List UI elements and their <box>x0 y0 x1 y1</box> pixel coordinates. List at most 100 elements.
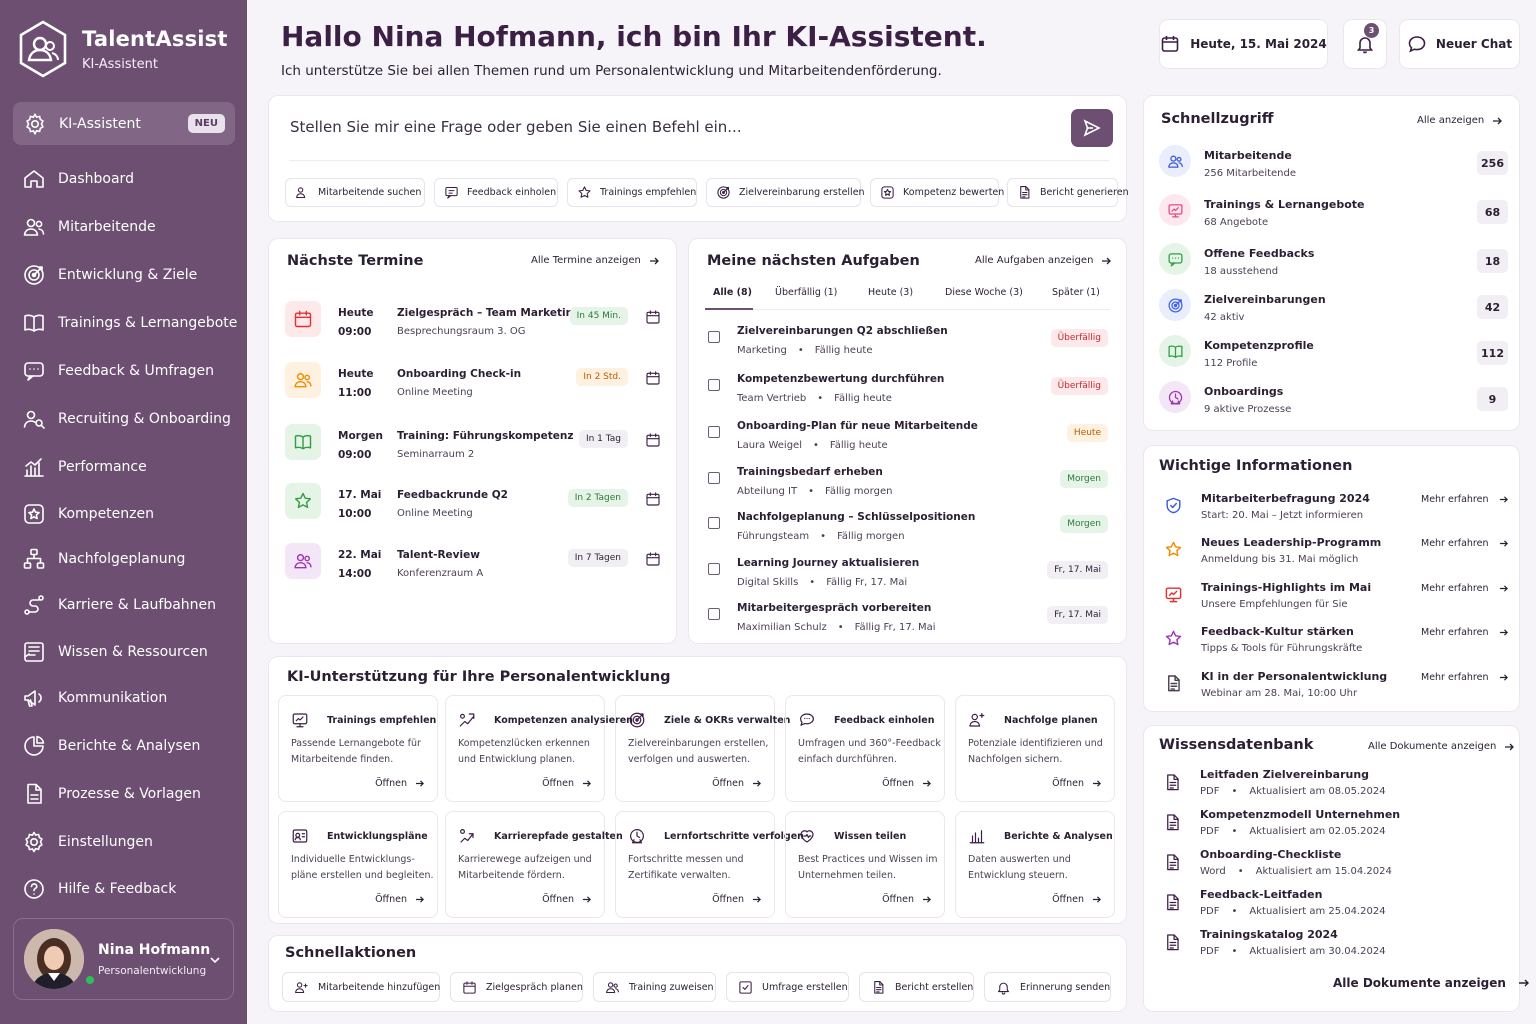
sidebar-item-prozesse-vorlagen[interactable]: Prozesse & Vorlagen <box>22 781 201 807</box>
info-title[interactable]: Feedback-Kultur stärken <box>1201 625 1354 638</box>
task-checkbox[interactable] <box>708 472 720 484</box>
quick-action-button[interactable]: Erinnerung senden <box>984 972 1111 1002</box>
aufgaben-link[interactable]: Alle Aufgaben anzeigen <box>975 255 1112 266</box>
task-title[interactable]: Nachfolgeplanung – Schlüsselpositionen <box>737 511 976 523</box>
open-link[interactable]: Öffnen <box>375 894 425 905</box>
shortcut-title[interactable]: Kompetenzprofile <box>1204 339 1314 352</box>
add-to-calendar-button[interactable] <box>645 309 661 329</box>
open-link[interactable]: Öffnen <box>1052 778 1102 789</box>
sidebar-item-ki-assistent[interactable]: KI-Assistent NEU <box>13 102 235 145</box>
suggestion-chip[interactable]: Kompetenz bewerten <box>870 178 1004 207</box>
info-more-link[interactable]: Mehr erfahren <box>1421 494 1517 505</box>
shortcut-title[interactable]: Zielvereinbarungen <box>1204 293 1326 306</box>
chevron-down-icon[interactable] <box>209 955 221 965</box>
info-title[interactable]: Neues Leadership-Programm <box>1201 536 1382 549</box>
event-title[interactable]: Training: Führungskompetenz <box>397 430 574 442</box>
task-title[interactable]: Trainingsbedarf erheben <box>737 466 883 478</box>
user-profile[interactable]: Nina Hofmann Personalentwicklung <box>13 918 234 1000</box>
wissen-link[interactable]: Alle Dokumente anzeigen <box>1368 741 1515 752</box>
brand[interactable]: TalentAssist KI-Assistent <box>18 20 228 78</box>
open-link[interactable]: Öffnen <box>375 778 425 789</box>
ki-feature-card[interactable]: Lernfortschritte verfolgen Fortschritte m… <box>615 811 804 918</box>
task-checkbox[interactable] <box>708 379 720 391</box>
event-title[interactable]: Zielgespräch – Team Marketing <box>397 307 581 319</box>
info-title[interactable]: Mitarbeiterbefragung 2024 <box>1201 492 1370 505</box>
shortcut-title[interactable]: Trainings & Lernangebote <box>1204 198 1365 211</box>
sidebar-item-entwicklung-ziele[interactable]: Entwicklung & Ziele <box>22 262 197 288</box>
send-button[interactable] <box>1071 109 1113 147</box>
ki-feature-card[interactable]: Wissen teilen Best Practices und Wissen i… <box>785 811 945 918</box>
sidebar-item-einstellungen[interactable]: Einstellungen <box>22 829 153 855</box>
termine-link[interactable]: Alle Termine anzeigen <box>531 255 660 266</box>
open-link[interactable]: Öffnen <box>1052 894 1102 905</box>
event-title[interactable]: Feedbackrunde Q2 <box>397 489 508 501</box>
quick-action-button[interactable]: Zielgespräch planen <box>450 972 583 1002</box>
add-to-calendar-button[interactable] <box>645 432 661 452</box>
sidebar-item-karriere-laufbahnen[interactable]: Karriere & Laufbahnen <box>22 592 216 618</box>
info-title[interactable]: Trainings-Highlights im Mai <box>1201 581 1372 594</box>
open-link[interactable]: Öffnen <box>712 778 762 789</box>
task-title[interactable]: Learning Journey aktualisieren <box>737 557 920 569</box>
tab-0[interactable]: Alle (8) <box>713 287 752 298</box>
info-more-link[interactable]: Mehr erfahren <box>1421 538 1517 549</box>
notifications-button[interactable]: 3 <box>1343 19 1387 69</box>
date-button[interactable]: Heute, 15. Mai 2024 <box>1159 19 1328 69</box>
suggestion-chip[interactable]: Trainings empfehlen <box>567 178 697 207</box>
new-chat-button[interactable]: Neuer Chat <box>1399 19 1520 69</box>
sidebar-item-hilfe-feedback[interactable]: Hilfe & Feedback <box>22 876 176 902</box>
add-to-calendar-button[interactable] <box>645 370 661 390</box>
document-title[interactable]: Trainingskatalog 2024 <box>1200 928 1338 941</box>
document-title[interactable]: Leitfaden Zielvereinbarung <box>1200 768 1370 781</box>
task-checkbox[interactable] <box>708 331 720 343</box>
ki-feature-card[interactable]: Berichte & Analysen Daten auswerten und E… <box>955 811 1115 918</box>
document-title[interactable]: Feedback-Leitfaden <box>1200 888 1323 901</box>
wissen-footer-link[interactable]: Alle Dokumente anzeigen <box>1333 976 1530 990</box>
info-title[interactable]: KI in der Personalentwicklung <box>1201 670 1388 683</box>
quick-action-button[interactable]: Umfrage erstellen <box>726 972 849 1002</box>
suggestion-chip[interactable]: Bericht generieren <box>1007 178 1129 207</box>
ki-feature-card[interactable]: Ziele & OKRs verwalten Zielvereinbarungen… <box>615 695 790 802</box>
task-checkbox[interactable] <box>708 608 720 620</box>
quick-action-button[interactable]: Training zuweisen <box>593 972 716 1002</box>
tab-1[interactable]: Überfällig (1) <box>775 287 838 298</box>
info-more-link[interactable]: Mehr erfahren <box>1421 583 1517 594</box>
schnellzugriff-link[interactable]: Alle anzeigen <box>1417 115 1503 126</box>
shortcut-title[interactable]: Onboardings <box>1204 385 1284 398</box>
sidebar-item-berichte-analysen[interactable]: Berichte & Analysen <box>22 733 200 759</box>
open-link[interactable]: Öffnen <box>712 894 762 905</box>
ki-feature-card[interactable]: Feedback einholen Umfragen und 360°-Feedb… <box>785 695 945 802</box>
sidebar-item-feedback-umfragen[interactable]: Feedback & Umfragen <box>22 358 214 384</box>
sidebar-item-kompetenzen[interactable]: Kompetenzen <box>22 501 154 527</box>
sidebar-item-mitarbeitende[interactable]: Mitarbeitende <box>22 214 156 240</box>
document-title[interactable]: Kompetenzmodell Unternehmen <box>1200 808 1401 821</box>
tab-3[interactable]: Diese Woche (3) <box>945 287 1023 298</box>
document-title[interactable]: Onboarding-Checkliste <box>1200 848 1342 861</box>
suggestion-chip[interactable]: Zielvereinbarung erstellen <box>706 178 865 207</box>
ki-feature-card[interactable]: Entwicklungspläne Individuelle Entwicklun… <box>278 811 438 918</box>
sidebar-item-recruiting-onboarding[interactable]: Recruiting & Onboarding <box>22 406 231 432</box>
task-title[interactable]: Kompetenzbewertung durchführen <box>737 373 945 385</box>
task-checkbox[interactable] <box>708 517 720 529</box>
open-link[interactable]: Öffnen <box>882 778 932 789</box>
sidebar-item-performance[interactable]: Performance <box>22 454 147 480</box>
ki-feature-card[interactable]: Trainings empfehlen Passende Lernangebote… <box>278 695 438 802</box>
sidebar-item-wissen-ressourcen[interactable]: Wissen & Ressourcen <box>22 639 208 665</box>
sidebar-item-kommunikation[interactable]: Kommunikation <box>22 685 167 711</box>
event-title[interactable]: Talent-Review <box>397 549 480 561</box>
ki-feature-card[interactable]: Kompetenzen analysieren Kompetenzlücken e… <box>445 695 633 802</box>
add-to-calendar-button[interactable] <box>645 491 661 511</box>
sidebar-item-nachfolgeplanung[interactable]: Nachfolgeplanung <box>22 546 185 572</box>
info-more-link[interactable]: Mehr erfahren <box>1421 672 1517 683</box>
tab-2[interactable]: Heute (3) <box>868 287 914 298</box>
suggestion-chip[interactable]: Feedback einholen <box>434 178 558 207</box>
event-title[interactable]: Onboarding Check-in <box>397 368 522 380</box>
quick-action-button[interactable]: Mitarbeitende hinzufügen <box>282 972 440 1002</box>
prompt-input[interactable]: Stellen Sie mir eine Frage oder geben Si… <box>290 118 742 136</box>
task-title[interactable]: Zielvereinbarungen Q2 abschließen <box>737 325 948 337</box>
sidebar-item-dashboard[interactable]: Dashboard <box>22 166 134 192</box>
shortcut-title[interactable]: Mitarbeitende <box>1204 149 1292 162</box>
ki-feature-card[interactable]: Nachfolge planen Potenziale identifiziere… <box>955 695 1115 802</box>
quick-action-button[interactable]: Bericht erstellen <box>859 972 974 1002</box>
ki-feature-card[interactable]: Karrierepfade gestalten Karrierewege aufz… <box>445 811 623 918</box>
task-title[interactable]: Onboarding-Plan für neue Mitarbeitende <box>737 420 978 432</box>
